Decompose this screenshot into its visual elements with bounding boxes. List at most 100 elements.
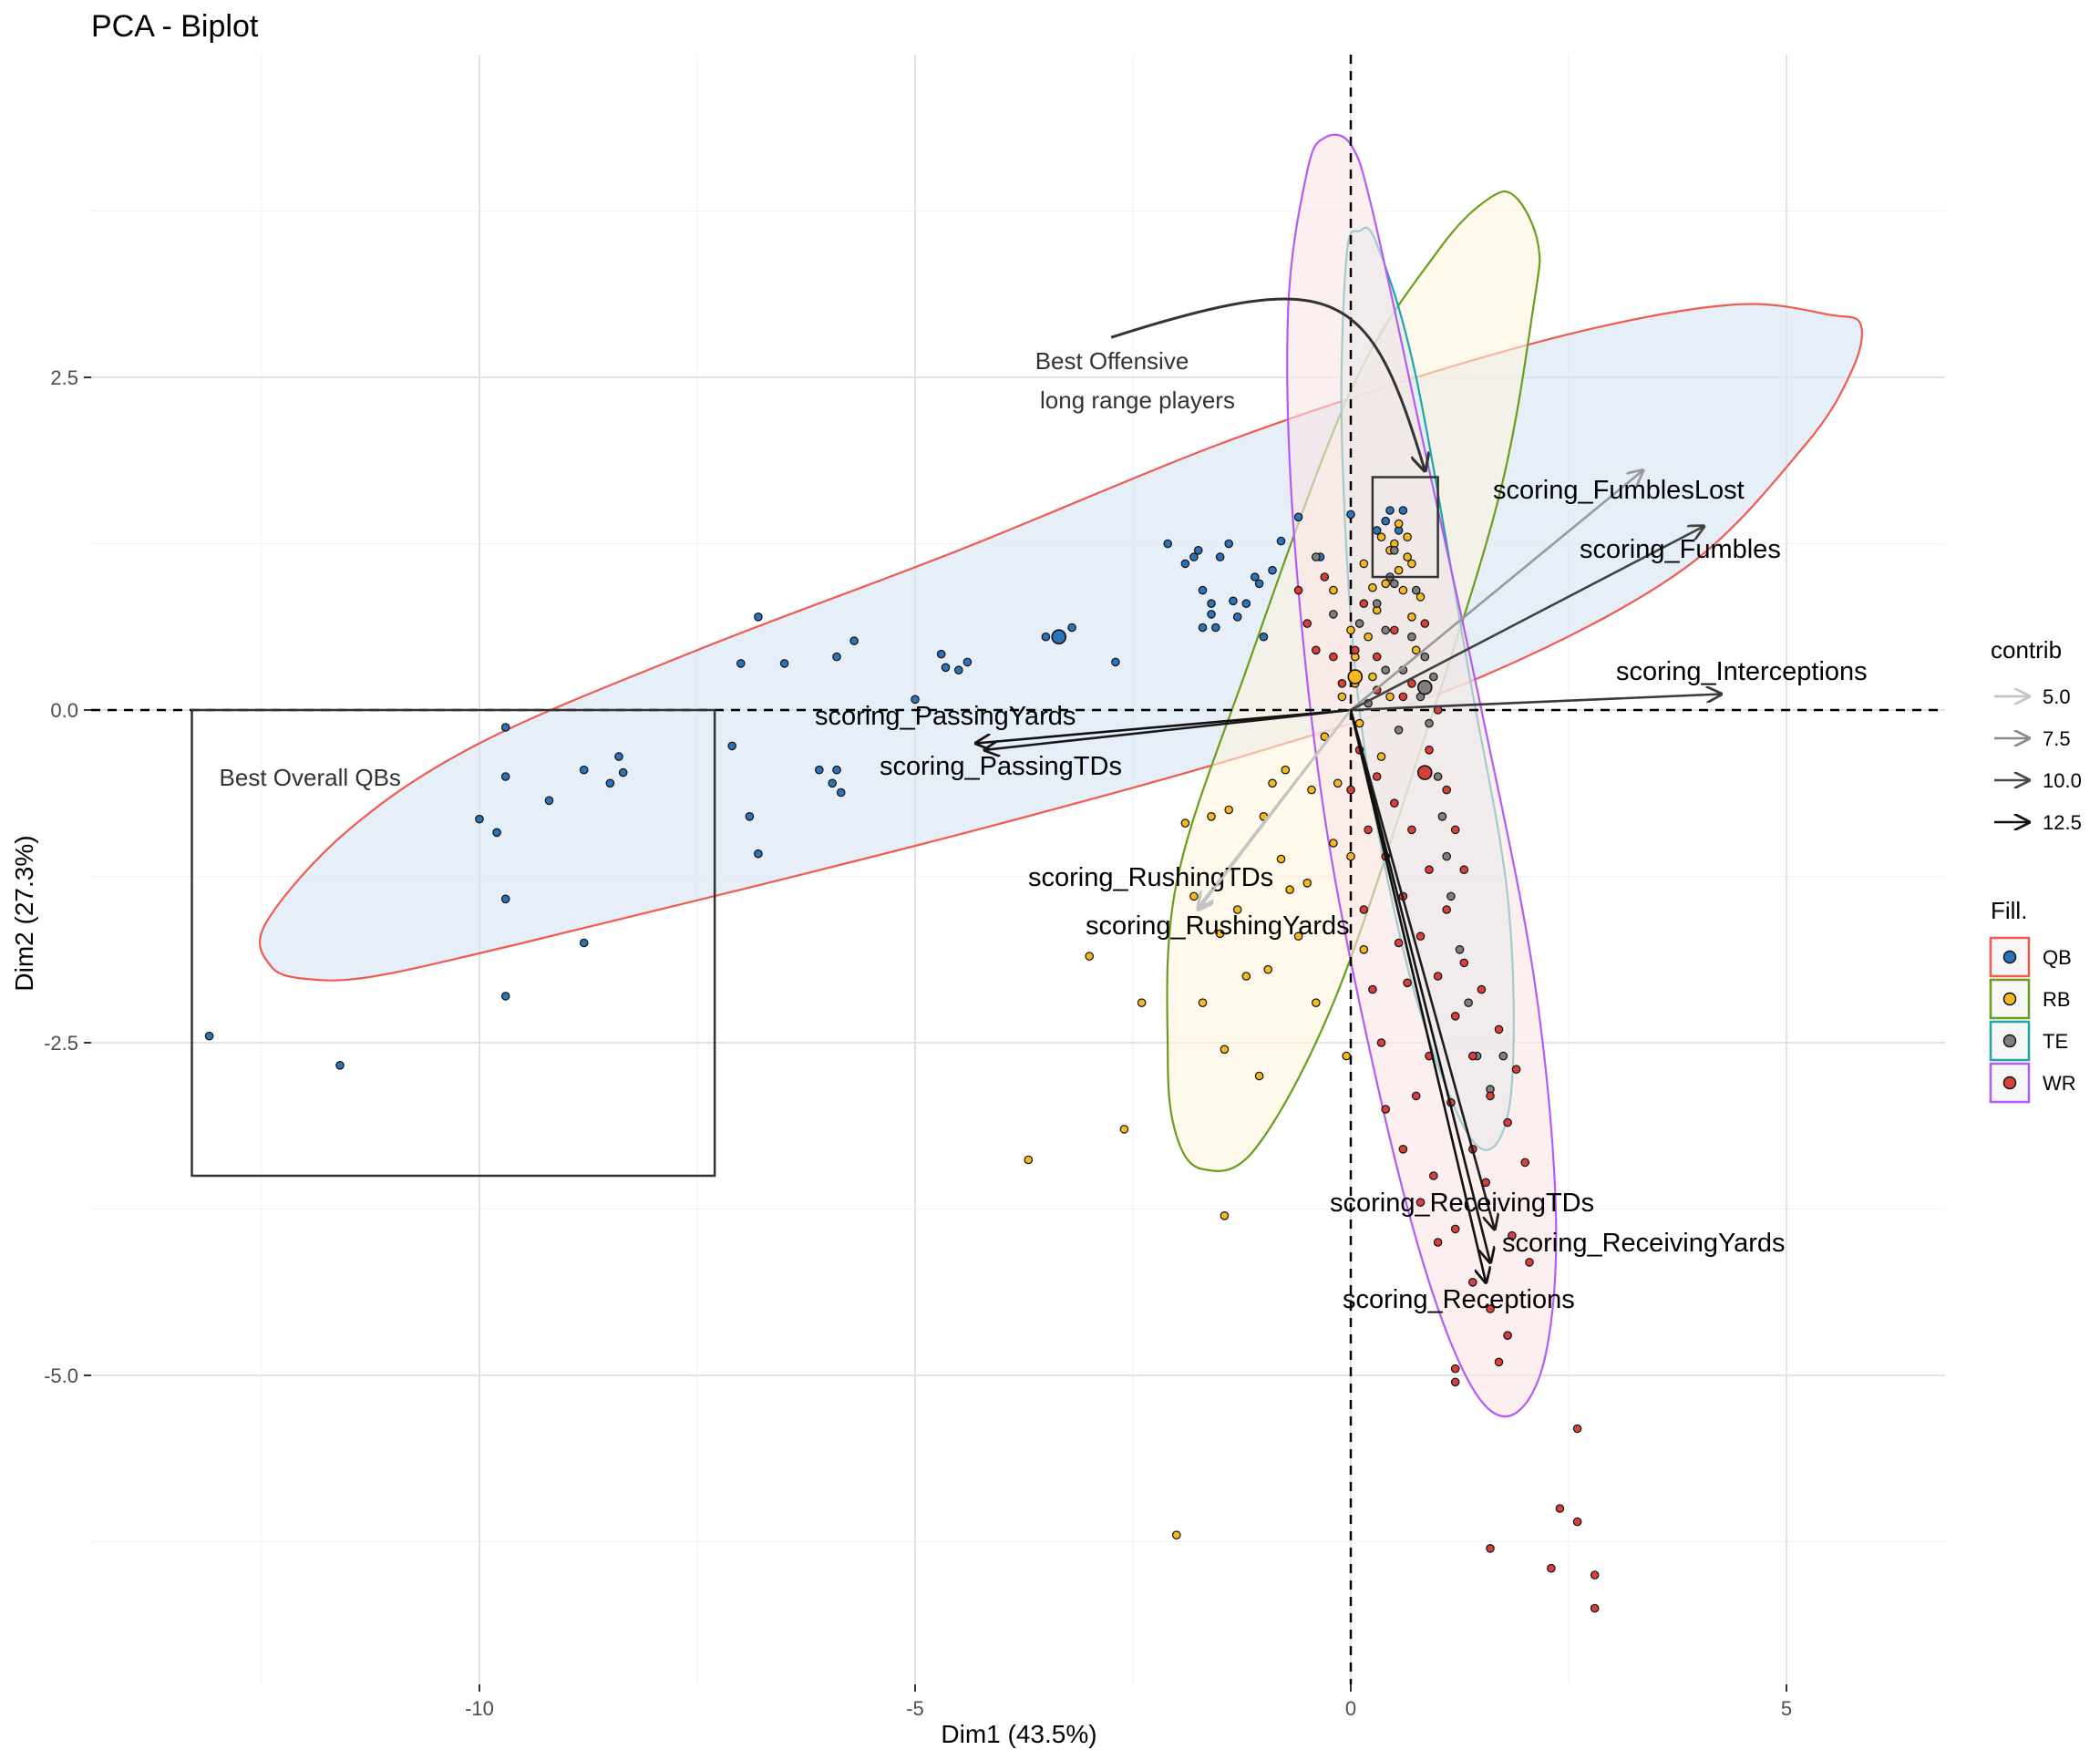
point-wr: [1372, 652, 1382, 662]
point-qb: [605, 778, 615, 788]
point-te: [1354, 619, 1364, 628]
x-tick-label: -10: [465, 1697, 494, 1720]
point-rb: [1263, 964, 1272, 974]
best-offensive-label: Best Offensive: [1035, 347, 1189, 375]
point-te: [1411, 585, 1421, 595]
point-wr: [1503, 1331, 1512, 1340]
point-rb: [1281, 765, 1291, 775]
point-rb: [1381, 579, 1390, 589]
x-tick-label: 0: [1345, 1697, 1356, 1720]
loading-arrow: [1199, 709, 1353, 910]
point-qb: [1163, 539, 1172, 549]
x-axis-label: Dim1 (43.5%): [941, 1720, 1096, 1748]
loading-arrow: [1350, 470, 1642, 712]
point-wr: [1351, 645, 1360, 655]
centroid-rb: [1347, 669, 1364, 685]
point-qb: [1224, 539, 1233, 549]
point-rb: [1364, 632, 1373, 642]
point-qb: [1207, 599, 1216, 608]
point-rb: [1137, 998, 1147, 1007]
point-qb: [849, 636, 859, 645]
point-wr: [1390, 625, 1399, 635]
point-wr: [1381, 1105, 1390, 1114]
y-tick-label: -2.5: [44, 1032, 78, 1055]
point-rb: [1207, 811, 1216, 821]
point-wr: [1508, 1230, 1517, 1240]
legend-fill-dot: [2002, 1076, 2017, 1090]
legend-contrib-label: 7.5: [2043, 727, 2071, 750]
point-qb: [836, 788, 846, 798]
point-rb: [1403, 552, 1412, 561]
point-qb: [1041, 632, 1051, 642]
point-qb: [754, 612, 763, 622]
loading-label: scoring_Interceptions: [1616, 657, 1868, 686]
point-qb: [1398, 506, 1408, 515]
point-wr: [1394, 938, 1404, 948]
point-qb: [754, 849, 763, 859]
point-wr: [1376, 1038, 1386, 1047]
loading-label: scoring_Fumbles: [1580, 535, 1781, 564]
loading-arrow: [976, 708, 1352, 744]
point-qb: [828, 778, 837, 788]
legend-fill-dot: [2002, 1034, 2017, 1048]
best-offensive-arrow: [1110, 297, 1425, 470]
best-offensive-box: [1371, 476, 1439, 579]
point-wr: [1425, 865, 1434, 874]
point-te: [1381, 625, 1390, 635]
legend-fill: Fill. QB RB TE WR: [1989, 897, 2076, 1104]
loading-arrow: [1350, 527, 1704, 712]
legend-fill-dot: [2002, 950, 2017, 964]
point-rb: [1307, 785, 1316, 795]
point-qb: [1229, 596, 1238, 606]
point-te: [1394, 726, 1404, 735]
point-rb: [1415, 592, 1426, 602]
point-rb: [1346, 851, 1355, 861]
point-rb: [1407, 612, 1416, 622]
point-te: [1329, 610, 1338, 619]
point-qb: [936, 649, 946, 659]
point-te: [1429, 672, 1438, 682]
loading-label: scoring_PassingTDs: [880, 752, 1122, 781]
point-qb: [832, 765, 841, 775]
point-te: [1407, 632, 1416, 642]
legend-fill-label: RB: [2043, 988, 2071, 1011]
point-te: [1312, 552, 1321, 561]
point-qb: [1268, 565, 1277, 575]
point-qb: [1067, 623, 1076, 633]
point-qb: [204, 1031, 214, 1041]
point-qb: [579, 765, 589, 775]
point-qb: [544, 796, 554, 806]
point-wr: [1403, 978, 1412, 988]
point-wr: [1293, 585, 1303, 595]
point-te: [1425, 718, 1434, 728]
point-rb: [1320, 732, 1330, 741]
loading-label: scoring_PassingYards: [815, 702, 1076, 731]
point-wr: [1555, 1504, 1565, 1513]
chart-title: PCA - Biplot: [91, 9, 259, 44]
point-qb: [1381, 516, 1390, 526]
point-wr: [1312, 645, 1321, 655]
point-wr: [1477, 984, 1487, 994]
point-wr: [1450, 1377, 1460, 1387]
loading-arrow: [1349, 709, 1495, 1229]
point-wr: [1346, 785, 1355, 795]
point-te: [1442, 851, 1451, 861]
point-wr: [1525, 1258, 1534, 1267]
point-qb: [941, 663, 951, 673]
point-wr: [1572, 1517, 1582, 1527]
point-wr: [1450, 1012, 1460, 1021]
point-rb: [1368, 582, 1377, 592]
best-qbs-box: [190, 708, 716, 1178]
loading-arrow: [1349, 709, 1490, 1262]
point-qb: [1385, 506, 1395, 515]
loading-label: scoring_RushingTDs: [1028, 863, 1273, 892]
loading-label: scoring_RushingYards: [1086, 911, 1350, 941]
point-qb: [1198, 585, 1208, 595]
data-points: [204, 506, 1600, 1613]
point-wr: [1486, 1304, 1495, 1313]
loading-label: scoring_ReceivingYards: [1502, 1229, 1786, 1258]
point-wr: [1415, 932, 1426, 941]
point-wr: [1494, 1024, 1504, 1035]
x-tick-label: 5: [1781, 1697, 1792, 1720]
